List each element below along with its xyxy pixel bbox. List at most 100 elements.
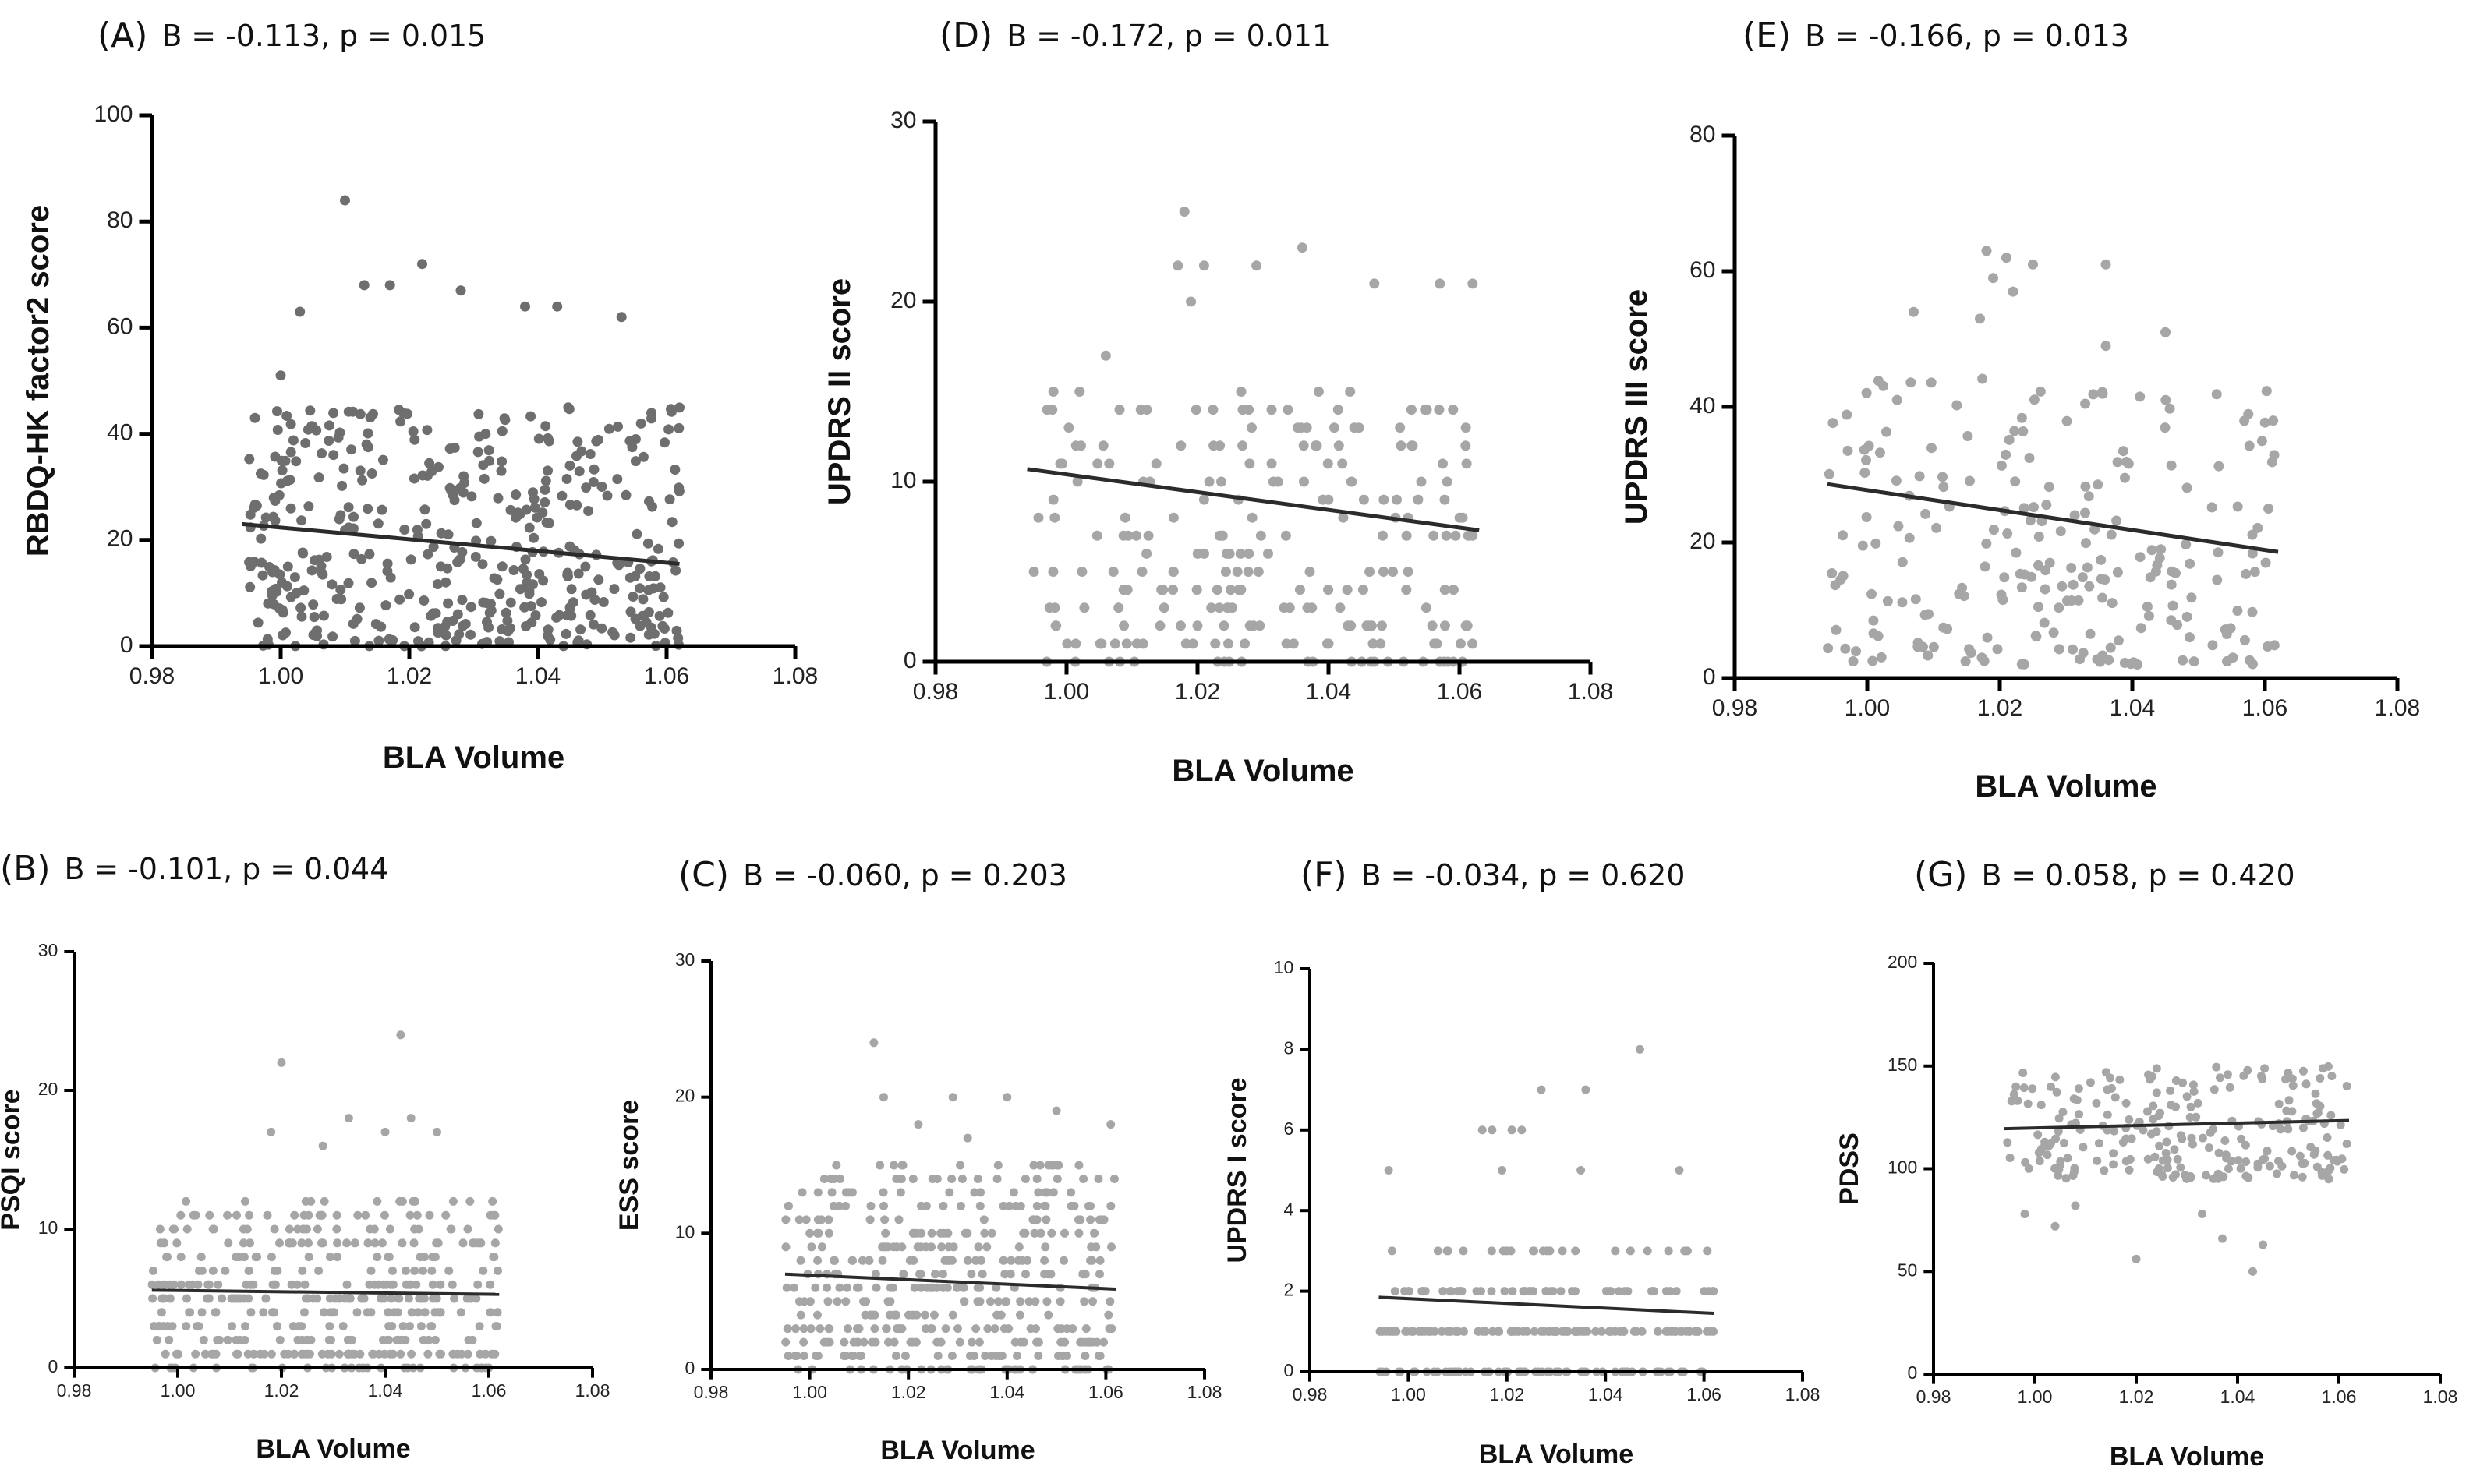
data-point xyxy=(1106,1297,1115,1306)
data-point xyxy=(1897,597,1908,608)
data-point xyxy=(263,1210,272,1220)
data-point xyxy=(644,571,655,581)
data-point xyxy=(813,1188,823,1197)
data-point xyxy=(894,1215,904,1224)
data-point xyxy=(2211,389,2222,400)
data-point xyxy=(368,408,378,419)
data-point xyxy=(508,565,519,575)
data-point xyxy=(1905,377,1916,388)
data-point xyxy=(543,518,554,528)
data-point xyxy=(1506,1246,1516,1256)
data-point xyxy=(477,559,488,570)
data-point xyxy=(2115,1075,2125,1084)
data-point xyxy=(2216,1073,2224,1083)
data-point xyxy=(2125,1115,2134,1124)
data-point xyxy=(1036,1228,1045,1238)
data-point xyxy=(1297,242,1307,253)
data-point xyxy=(1467,638,1478,649)
data-point xyxy=(182,1294,191,1303)
data-point xyxy=(895,1324,904,1334)
data-point xyxy=(1070,440,1081,451)
data-point xyxy=(483,622,494,633)
y-tick-label: 0 xyxy=(48,1356,58,1376)
data-point xyxy=(2181,611,2192,622)
data-point xyxy=(2135,552,2146,563)
data-point xyxy=(2192,1112,2201,1122)
data-point xyxy=(356,1349,365,1359)
data-point xyxy=(450,1294,459,1303)
panel-label: (E) xyxy=(1742,16,1791,55)
data-point xyxy=(1005,1201,1014,1210)
data-point xyxy=(2054,1114,2064,1123)
data-point xyxy=(2284,1096,2294,1105)
data-point xyxy=(2016,582,2027,593)
data-point xyxy=(347,1335,356,1344)
data-point xyxy=(799,1352,808,1360)
data-point xyxy=(1026,1324,1035,1334)
data-point xyxy=(1151,458,1162,469)
data-point xyxy=(154,1280,164,1289)
data-point xyxy=(892,1310,901,1320)
data-point xyxy=(1632,1327,1641,1336)
data-point xyxy=(2051,1134,2061,1143)
data-point xyxy=(975,1297,985,1306)
data-point xyxy=(616,312,627,323)
data-point xyxy=(409,622,420,633)
data-point xyxy=(1021,1175,1030,1183)
data-point xyxy=(223,1335,232,1344)
data-point xyxy=(1232,567,1243,577)
data-point xyxy=(2298,1172,2307,1182)
data-point xyxy=(301,1196,310,1206)
data-point xyxy=(1168,585,1178,595)
data-point xyxy=(811,1283,820,1292)
data-point xyxy=(784,1352,793,1360)
x-tick-label: 1.06 xyxy=(1437,679,1482,705)
data-point xyxy=(2340,1164,2349,1174)
x-tick-label: 1.00 xyxy=(2018,1387,2053,1407)
data-point xyxy=(342,1238,352,1248)
data-point xyxy=(1421,602,1431,613)
data-point xyxy=(1220,567,1231,577)
data-point xyxy=(384,1308,393,1317)
data-point xyxy=(968,1337,976,1347)
regression-line xyxy=(2004,1118,2350,1131)
scatter-points xyxy=(244,195,685,652)
scatter-points xyxy=(1028,207,1478,667)
data-point xyxy=(2149,1101,2158,1111)
data-point xyxy=(1237,440,1248,451)
x-tick-label: 1.00 xyxy=(792,1382,827,1402)
data-point xyxy=(481,598,491,608)
data-point xyxy=(953,1283,962,1292)
data-point xyxy=(876,1161,885,1170)
data-point xyxy=(282,561,293,572)
data-point xyxy=(1247,422,1257,433)
data-point xyxy=(1168,512,1179,523)
y-tick-label: 10 xyxy=(38,1217,58,1238)
data-point xyxy=(1040,1256,1049,1265)
data-point xyxy=(285,503,296,514)
data-point xyxy=(644,496,654,507)
data-point xyxy=(882,1324,891,1334)
data-point xyxy=(191,1210,200,1220)
data-point xyxy=(987,1228,996,1238)
y-tick-label: 30 xyxy=(890,108,916,133)
data-point xyxy=(1137,567,1148,577)
y-tick-label: 0 xyxy=(685,1358,695,1378)
data-point xyxy=(1462,620,1473,631)
data-point xyxy=(2193,1098,2202,1108)
data-point xyxy=(496,465,507,476)
data-point xyxy=(497,456,508,467)
data-point xyxy=(540,497,550,507)
data-point xyxy=(997,1352,1007,1360)
data-point xyxy=(879,1188,888,1197)
data-point xyxy=(905,1256,915,1265)
data-point xyxy=(2120,472,2130,483)
data-point xyxy=(1333,440,1344,451)
data-point xyxy=(1053,1175,1062,1183)
data-point xyxy=(2336,1120,2345,1129)
data-point xyxy=(261,1294,271,1303)
data-point xyxy=(992,1283,1001,1292)
data-point xyxy=(603,423,614,434)
data-point xyxy=(1222,602,1233,613)
